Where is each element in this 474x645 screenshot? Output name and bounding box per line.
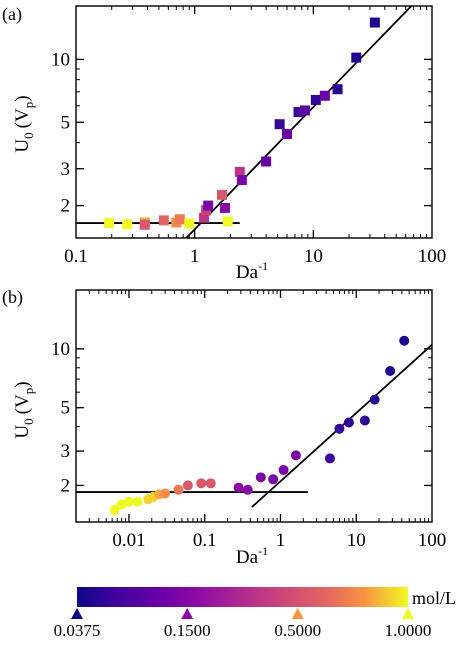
data-point (332, 84, 343, 95)
panel-a-xlabel: Da-1 (236, 259, 268, 283)
y-tick-label: 10 (51, 339, 70, 360)
data-point (236, 175, 247, 186)
data-point (196, 478, 207, 489)
data-point (369, 17, 380, 28)
data-point (123, 496, 134, 507)
colorbar: mol/L 0.0375 0.1500 0.5000 1.0000 (54, 587, 456, 640)
data-point (184, 218, 195, 229)
data-point (242, 484, 253, 495)
x-tick-label: 0.01 (112, 530, 145, 551)
data-point (261, 156, 272, 167)
data-point (122, 219, 133, 230)
y-tick-label: 5 (61, 398, 71, 419)
data-point (203, 200, 214, 211)
data-point (109, 504, 120, 515)
data-point (222, 216, 233, 227)
data-point (278, 464, 289, 475)
colorbar-marker (71, 608, 83, 619)
colorbar-tick-label: 0.5000 (274, 621, 321, 640)
y-tick-label: 2 (61, 475, 71, 496)
data-point (173, 484, 184, 495)
x-tick-label: 100 (418, 246, 447, 267)
data-point (234, 166, 245, 177)
data-point (369, 394, 380, 405)
y-tick-label: 3 (61, 159, 71, 180)
colorbar-tick-label: 1.0000 (385, 621, 432, 640)
colorbar-marker (181, 608, 194, 619)
data-point (293, 107, 304, 118)
data-point (299, 105, 310, 116)
panel-b-label: (b) (2, 287, 23, 308)
x-tick-label: 0.1 (64, 246, 88, 267)
data-point (158, 215, 169, 226)
data-point (290, 450, 301, 461)
x-tick-label: 100 (418, 530, 447, 551)
x-tick-label: 1 (190, 246, 200, 267)
panel-b: (b) 0.01 0.1 1 10 100 2 3 5 10 Da-1 U0(Vp) (2, 287, 446, 568)
data-point (217, 189, 228, 200)
data-point (319, 90, 330, 101)
data-point (310, 94, 321, 105)
data-point (205, 478, 216, 489)
data-point (351, 52, 362, 63)
data-point (104, 218, 115, 229)
data-point (324, 453, 335, 464)
x-tick-label: 0.1 (193, 530, 217, 551)
data-point (385, 366, 396, 377)
colorbar-marker (291, 608, 304, 619)
data-point (132, 496, 143, 507)
panel-a-label: (a) (2, 4, 22, 25)
data-point (160, 488, 171, 499)
panel-b-plot: 0.01 0.1 1 10 100 2 3 5 10 (51, 289, 447, 551)
data-point (219, 202, 230, 213)
panel-a-plot: 0.1 1 10 100 2 3 5 10 (51, 5, 447, 267)
x-tick-label: 10 (304, 246, 323, 267)
panel-a: (a) 0.1 1 10 100 2 3 5 10 Da-1 U0(Vp) (2, 4, 446, 283)
x-tick-label: 1 (276, 530, 286, 551)
data-point (274, 119, 285, 130)
data-point (334, 423, 345, 434)
colorbar-gradient (77, 587, 408, 607)
x-tick-label: 10 (347, 530, 366, 551)
colorbar-unit-label: mol/L (412, 588, 456, 608)
data-point (139, 219, 150, 230)
data-point (233, 482, 244, 493)
panel-b-ylabel: U0(Vp) (12, 381, 36, 438)
data-point (199, 212, 210, 223)
panel-a-ylabel: U0(Vp) (12, 95, 36, 152)
y-tick-label: 5 (61, 112, 71, 133)
colorbar-marker (402, 608, 414, 619)
colorbar-tick-label: 0.1500 (164, 621, 211, 640)
data-point (255, 472, 266, 483)
y-tick-label: 2 (61, 196, 71, 217)
plot-frame (75, 289, 433, 523)
data-point (282, 128, 293, 139)
data-point (359, 415, 370, 426)
y-tick-label: 10 (51, 49, 70, 70)
colorbar-tick-label: 0.0375 (54, 621, 101, 640)
data-point (343, 417, 354, 428)
y-tick-label: 3 (61, 441, 71, 462)
data-point (174, 214, 185, 225)
panel-b-xlabel: Da-1 (236, 544, 268, 568)
data-point (399, 335, 410, 346)
data-point (182, 480, 193, 491)
data-point (268, 474, 279, 485)
